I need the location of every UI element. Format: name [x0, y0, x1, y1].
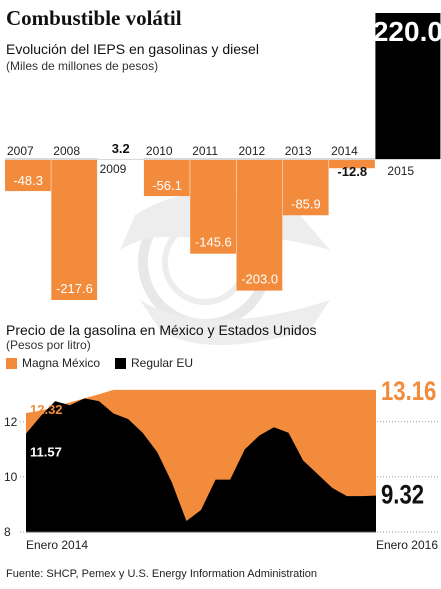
legend-swatch-orange [6, 357, 17, 369]
y-tick-10: 10 [4, 470, 18, 484]
legend-label-magna: Magna México [22, 356, 101, 370]
category-label-2012: 2012 [239, 144, 266, 158]
legend-label-regular: Regular EU [131, 356, 194, 370]
x-label-end: Enero 2016 [376, 538, 438, 552]
price-chart-subtitle: Precio de la gasolina en México y Estado… [6, 322, 317, 338]
regular-last-label: 9.32 [381, 481, 424, 511]
y-tick-8: 8 [4, 525, 11, 539]
legend-magna-mexico: Magna México [6, 356, 100, 370]
source-note: Fuente: SHCP, Pemex y U.S. Energy Inform… [6, 568, 317, 580]
chart-title: Combustible volátil [6, 6, 182, 30]
magna-last-label: 13.16 [381, 377, 436, 407]
y-tick-12: 12 [4, 415, 18, 429]
ieps-chart-unit: (Miles de millones de pesos) [6, 59, 159, 73]
bar-2014 [329, 160, 375, 169]
ieps-bar-chart: 2007 -48.3 2008 -217.6 2009 3.2 2010 -56.1 2011 -… [5, 13, 441, 300]
value-label-2008: -217.6 [56, 281, 93, 296]
value-label-2013: -85.9 [291, 196, 321, 211]
area-regular-eu [26, 398, 376, 532]
value-label-2009: 3.2 [112, 141, 130, 156]
category-label-2015: 2015 [387, 164, 414, 178]
x-label-start: Enero 2014 [26, 538, 88, 552]
bar-2011 [190, 160, 236, 254]
category-label-2011: 2011 [192, 144, 218, 158]
price-area-chart: 8 10 12 12.32 11.57 13.16 9.32 Enero 2014 Enero … [4, 377, 440, 552]
legend-regular-eu: Regular EU [115, 356, 193, 370]
bar-2013 [282, 160, 329, 216]
bar-2007 [5, 160, 51, 192]
price-chart-unit: (Pesos por litro) [6, 338, 91, 352]
category-label-2008: 2008 [53, 144, 80, 158]
value-label-2012: -203.0 [241, 272, 278, 287]
legend-swatch-black [115, 357, 126, 369]
value-label-2011: -145.6 [195, 235, 232, 250]
bar-2008 [51, 160, 98, 300]
category-label-2007: 2007 [7, 144, 34, 158]
category-label-2014: 2014 [331, 144, 358, 158]
regular-first-label: 11.57 [30, 445, 62, 460]
value-label-2010: -56.1 [152, 178, 182, 193]
value-label-2014: -12.8 [337, 164, 367, 179]
ieps-chart-subtitle: Evolución del IEPS en gasolinas y diesel [6, 41, 259, 57]
category-label-2009: 2009 [100, 162, 127, 176]
bar-2009 [97, 156, 144, 159]
value-label-2007: -48.3 [13, 173, 43, 188]
category-label-2013: 2013 [285, 144, 312, 158]
value-label-2015: 220.0 [373, 16, 441, 47]
magna-first-label: 12.32 [30, 402, 63, 417]
bar-2012 [236, 160, 283, 291]
bar-2010 [143, 160, 190, 197]
category-label-2010: 2010 [146, 144, 173, 158]
bar-2015 [375, 13, 441, 159]
